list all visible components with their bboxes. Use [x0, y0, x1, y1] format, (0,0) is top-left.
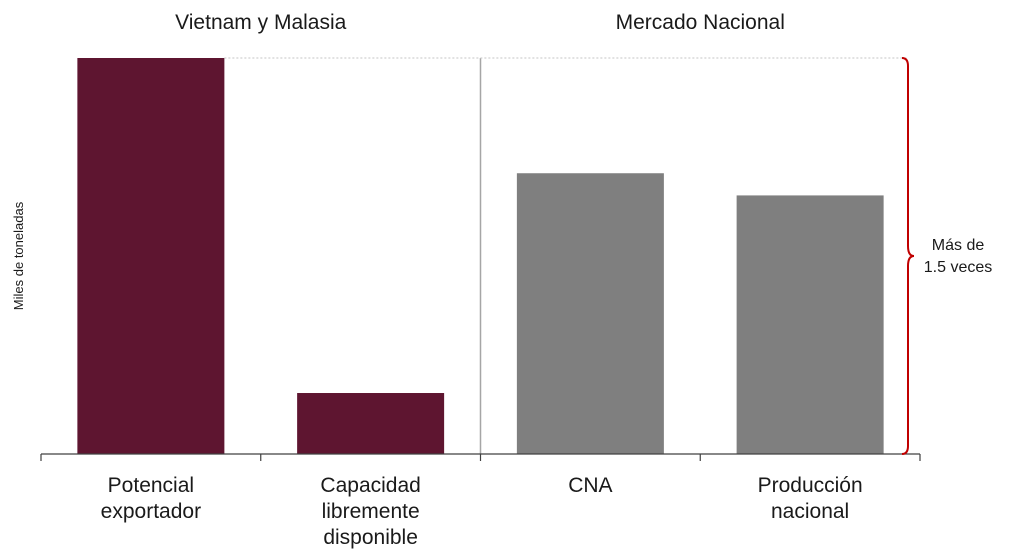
category-label-1-line-0: Capacidad	[320, 474, 420, 497]
bar-1	[297, 393, 445, 454]
group-title-1: Mercado Nacional	[616, 11, 785, 34]
category-label-3-line-0: Producción	[758, 474, 863, 497]
category-label-1-line-2: disponible	[323, 526, 418, 549]
bar-0	[77, 58, 225, 454]
y-axis-label: Miles de toneladas	[11, 201, 26, 310]
category-label-1-line-1: libremente	[322, 500, 420, 523]
bar-2	[516, 173, 664, 454]
annotation-text-line-0: Más de	[932, 237, 985, 254]
category-label-0-line-1: exportador	[101, 500, 201, 523]
bar-3	[736, 195, 884, 455]
category-label-0-line-0: Potencial	[108, 474, 194, 497]
annotation-text-line-1: 1.5 veces	[924, 259, 992, 276]
category-label-3-line-1: nacional	[771, 500, 849, 523]
category-label-2-line-0: CNA	[568, 474, 612, 497]
annotation-brace	[901, 57, 915, 455]
group-title-0: Vietnam y Malasia	[175, 11, 347, 34]
